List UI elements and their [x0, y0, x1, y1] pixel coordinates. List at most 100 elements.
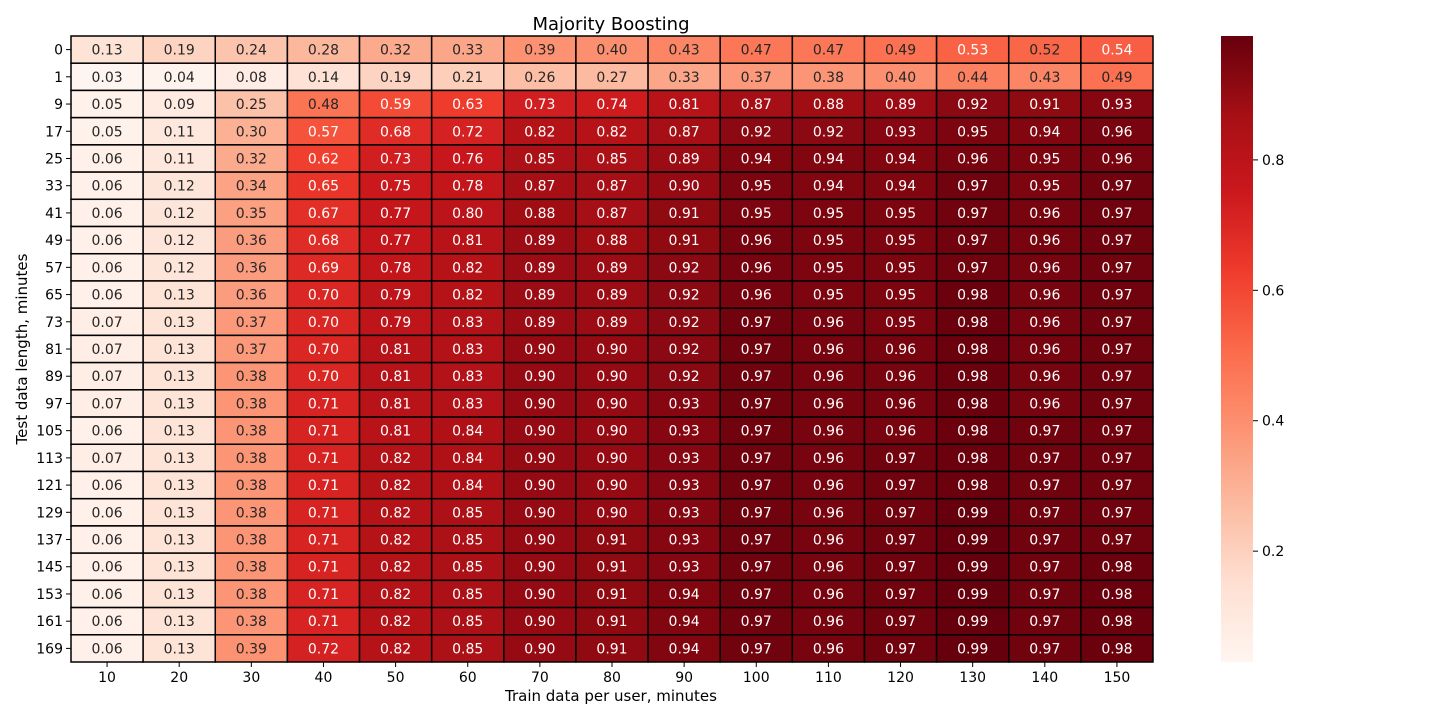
cell-value-label: 0.82 — [380, 505, 411, 521]
heatmap-cell — [430, 89, 505, 119]
heatmap-cell — [1007, 552, 1082, 582]
cell-value-label: 0.71 — [308, 587, 339, 603]
heatmap-cell — [70, 389, 144, 418]
cell-value-label: 0.40 — [596, 43, 627, 59]
cell-value-label: 0.69 — [308, 260, 339, 276]
cell-value-label: 0.96 — [1101, 124, 1132, 140]
cell-value-label: 0.94 — [885, 179, 916, 195]
heatmap-cell — [430, 171, 505, 201]
y-tick-label: 97 — [45, 396, 63, 412]
cell-value-label: 0.91 — [1029, 97, 1060, 113]
heatmap-cell — [863, 552, 938, 582]
cell-value-label: 0.88 — [596, 233, 627, 249]
cell-value-label: 0.71 — [308, 505, 339, 521]
cell-value-label: 0.79 — [380, 315, 411, 331]
heatmap-cell — [1007, 334, 1082, 364]
x-tick-label: 100 — [743, 670, 770, 686]
heatmap-cell — [719, 497, 794, 527]
heatmap-cell — [863, 35, 938, 64]
heatmap-cell — [863, 252, 938, 282]
heatmap-cell — [791, 470, 866, 500]
y-tick-label: 105 — [36, 424, 63, 440]
cell-value-label: 0.94 — [669, 641, 700, 657]
heatmap-cell — [575, 606, 649, 636]
cell-value-label: 0.90 — [524, 560, 555, 576]
heatmap-cell — [70, 416, 144, 446]
heatmap-cell — [503, 443, 577, 473]
cell-value-label: 0.97 — [957, 260, 988, 276]
cell-value-label: 0.91 — [669, 233, 700, 249]
cell-value-label: 0.82 — [596, 124, 627, 140]
heatmap-cell — [791, 552, 866, 582]
colorbar-tick-label: 0.4 — [1262, 414, 1284, 430]
cell-value-label: 0.13 — [164, 288, 195, 304]
cell-value-label: 0.97 — [1101, 342, 1132, 358]
cell-value-label: 0.95 — [957, 124, 988, 140]
cell-value-label: 0.06 — [91, 260, 122, 276]
cell-value-label: 0.75 — [380, 179, 411, 195]
cell-value-label: 0.95 — [885, 260, 916, 276]
cell-value-label: 0.37 — [236, 342, 267, 358]
cell-value-label: 0.93 — [669, 478, 700, 494]
heatmap-cell — [1007, 280, 1082, 309]
cell-value-label: 0.14 — [308, 70, 339, 86]
heatmap-cell — [863, 579, 938, 609]
cell-value-label: 0.85 — [452, 587, 483, 603]
cell-value-label: 0.90 — [596, 396, 627, 412]
heatmap-cell — [575, 116, 649, 146]
cell-value-label: 0.90 — [669, 179, 700, 195]
heatmap-cell — [214, 497, 289, 527]
cell-value-label: 0.13 — [164, 369, 195, 385]
heatmap-cell — [1080, 579, 1154, 609]
cell-value-label: 0.06 — [91, 424, 122, 440]
cell-value-label: 0.19 — [164, 43, 195, 59]
x-axis: 10 20 30 40 50 60 70 80 90 100 110 120 130 140 150 — [98, 662, 1130, 686]
cell-value-label: 0.38 — [236, 533, 267, 549]
heatmap-cell — [863, 389, 938, 418]
cell-value-label: 0.97 — [957, 179, 988, 195]
heatmap-cell — [503, 252, 577, 282]
cell-value-label: 0.96 — [1029, 260, 1060, 276]
heatmap-cell — [719, 280, 794, 309]
cell-value-label: 0.32 — [380, 43, 411, 59]
heatmap-cell — [863, 89, 938, 119]
cell-value-label: 0.87 — [596, 179, 627, 195]
heatmap-cell — [1007, 361, 1082, 391]
cell-value-label: 0.85 — [596, 151, 627, 167]
heatmap-cell — [575, 497, 649, 527]
cell-value-label: 0.96 — [1101, 151, 1132, 167]
cell-value-label: 0.96 — [813, 451, 844, 467]
cell-value-label: 0.95 — [813, 233, 844, 249]
cell-value-label: 0.82 — [380, 587, 411, 603]
cell-value-label: 0.71 — [308, 478, 339, 494]
cell-value-label: 0.65 — [308, 179, 339, 195]
cell-value-label: 0.92 — [669, 260, 700, 276]
cell-value-label: 0.38 — [236, 505, 267, 521]
cell-value-label: 0.97 — [1029, 451, 1060, 467]
heatmap-cell — [1007, 443, 1082, 473]
y-tick-label: 81 — [45, 342, 63, 358]
cell-value-label: 0.57 — [308, 124, 339, 140]
cell-value-label: 0.38 — [236, 424, 267, 440]
cell-value-label: 0.97 — [885, 560, 916, 576]
cell-value-label: 0.06 — [91, 288, 122, 304]
cell-value-label: 0.90 — [524, 505, 555, 521]
cell-value-label: 0.06 — [91, 560, 122, 576]
cell-value-label: 0.97 — [741, 614, 772, 630]
cell-value-label: 0.95 — [885, 206, 916, 222]
heatmap-cell — [1007, 252, 1082, 282]
x-tick-label: 120 — [887, 670, 914, 686]
cell-value-label: 0.77 — [380, 233, 411, 249]
cell-value-label: 0.97 — [1101, 179, 1132, 195]
heatmap-cell — [503, 225, 577, 255]
cell-value-label: 0.82 — [452, 288, 483, 304]
cell-value-label: 0.81 — [380, 342, 411, 358]
x-tick-label: 30 — [242, 670, 260, 686]
cell-value-label: 0.34 — [236, 179, 267, 195]
cell-value-label: 0.32 — [236, 151, 267, 167]
cell-value-label: 0.93 — [669, 560, 700, 576]
heatmap-cell — [214, 552, 289, 582]
cell-value-label: 0.27 — [596, 70, 627, 86]
heatmap-cell — [286, 443, 361, 473]
heatmap-cell — [863, 198, 938, 228]
